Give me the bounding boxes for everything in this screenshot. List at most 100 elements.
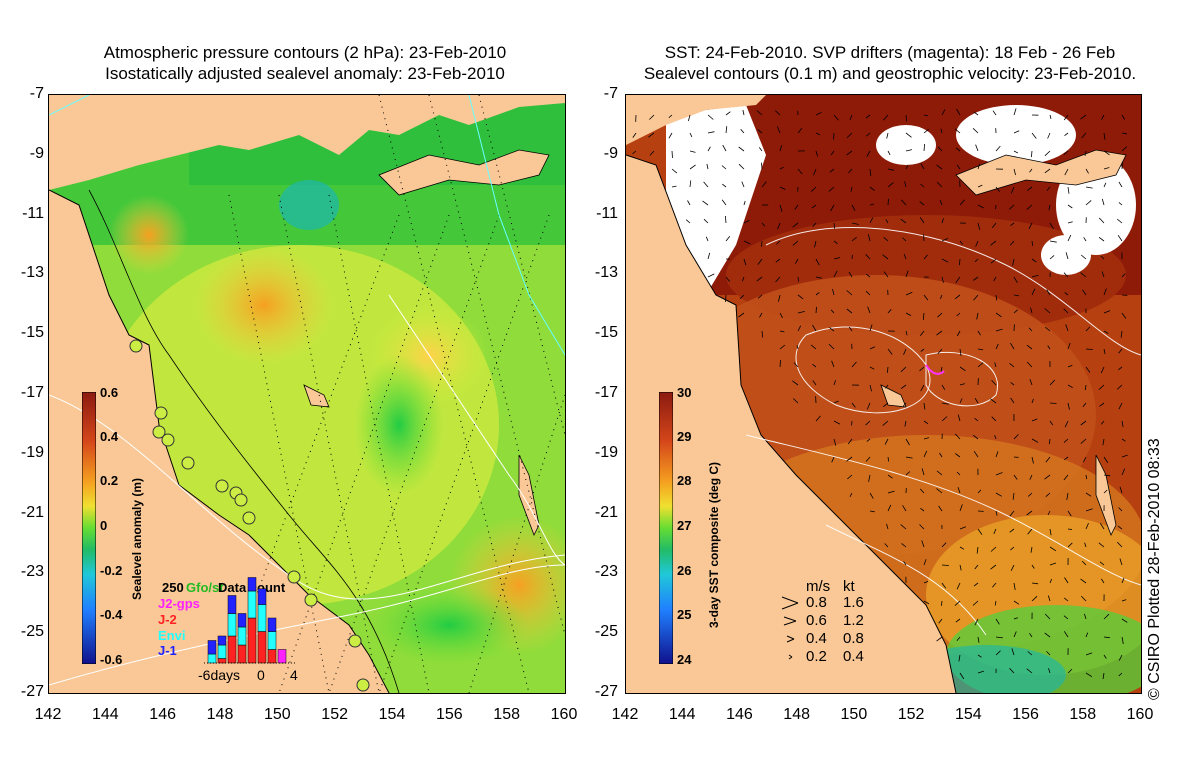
velocity-arrow <box>1083 237 1087 242</box>
velocity-arrow <box>1066 492 1069 500</box>
velocity-arrow <box>923 420 929 425</box>
vel-header-kt: kt <box>843 578 855 595</box>
velocity-arrow <box>883 236 889 242</box>
sst-map <box>625 94 1142 694</box>
velocity-arrow <box>1098 236 1105 242</box>
velocity-arrow <box>794 204 799 210</box>
velocity-arrow <box>815 132 821 136</box>
velocity-arrow <box>1009 510 1015 517</box>
velocity-arrow <box>955 147 961 152</box>
velocity-arrow <box>919 330 925 337</box>
velocity-arrow <box>1026 344 1033 350</box>
velocity-arrow <box>938 505 943 512</box>
velocity-arrow <box>900 384 907 390</box>
velocity-arrow <box>936 330 943 336</box>
velocity-arrow <box>1103 288 1107 296</box>
velocity-arrow <box>900 218 907 224</box>
velocity-arrow <box>757 258 763 265</box>
velocity-arrow <box>815 276 822 279</box>
velocity-arrow <box>955 433 961 440</box>
y-tick-label: -9 <box>29 144 44 162</box>
velocity-arrow <box>831 456 835 463</box>
velocity-arrow <box>977 204 984 209</box>
velocity-arrow <box>1013 474 1018 480</box>
velocity-arrow <box>994 434 997 440</box>
velocity-arrow <box>705 236 709 242</box>
velocity-arrow <box>905 456 913 459</box>
velocity-arrow <box>919 488 925 494</box>
velocity-arrow <box>955 276 961 283</box>
velocity-arrow <box>792 222 799 228</box>
velocity-arrow <box>923 402 926 410</box>
velocity-arrow <box>743 240 751 245</box>
velocity-arrow <box>941 416 948 422</box>
velocity-arrow <box>688 114 691 122</box>
velocity-arrow <box>994 362 997 368</box>
velocity-arrow <box>830 204 835 212</box>
velocity-arrow <box>923 600 930 605</box>
right-cbar-tick: 27 <box>677 518 692 533</box>
velocity-arrow <box>887 366 889 373</box>
histogram-bar <box>277 649 287 664</box>
velocity-arrow <box>1031 398 1034 404</box>
velocity-arrow <box>812 363 817 368</box>
velocity-arrow <box>977 163 981 170</box>
velocity-arrow <box>833 257 841 260</box>
velocity-arrow <box>848 326 853 332</box>
velocity-arrow <box>905 438 910 446</box>
velocity-arrow <box>833 240 838 245</box>
velocity-arrow <box>1067 364 1073 368</box>
velocity-arrow <box>976 312 979 320</box>
velocity-arrow <box>1009 528 1015 533</box>
left-cbar-tick: -0.2 <box>100 563 123 578</box>
velocity-arrow <box>975 144 979 152</box>
velocity-arrow <box>1031 288 1036 296</box>
histogram-bar <box>227 635 237 664</box>
velocity-arrow <box>829 327 835 332</box>
velocity-arrow <box>671 150 673 159</box>
velocity-arrow <box>995 312 1002 318</box>
velocity-arrow <box>865 254 871 260</box>
velocity-arrow <box>761 330 764 338</box>
vel-row-ms: 0.4 <box>806 630 827 647</box>
velocity-arrow <box>1063 597 1069 602</box>
velocity-arrow <box>941 600 943 606</box>
velocity-arrow <box>779 145 783 152</box>
histogram-bar <box>217 635 227 646</box>
velocity-arrow <box>1102 438 1105 446</box>
velocity-arrow <box>778 294 781 302</box>
y-tick-label: -15 <box>20 324 44 342</box>
velocity-arrow <box>977 184 983 188</box>
velocity-arrow <box>959 398 963 404</box>
velocity-arrow <box>792 380 799 386</box>
velocity-arrow <box>1103 474 1111 477</box>
velocity-arrow <box>887 490 895 494</box>
x-tick-label: 148 <box>206 706 234 723</box>
x-tick-label: 150 <box>840 706 868 723</box>
legend-source-j2gps: J2-gps <box>158 596 200 611</box>
velocity-arrow <box>1118 366 1123 371</box>
velocity-arrow <box>941 384 946 390</box>
left-cbar-title: Sealevel anomaly (m) <box>130 477 144 600</box>
velocity-arrow <box>1049 255 1055 260</box>
velocity-arrow <box>1103 182 1107 188</box>
velocity-arrow <box>725 294 727 303</box>
velocity-arrow <box>739 294 745 300</box>
velocity-arrow <box>1098 384 1105 390</box>
velocity-arrow <box>901 543 907 548</box>
velocity-arrow <box>1031 582 1039 585</box>
velocity-arrow <box>1031 564 1035 569</box>
velocity-arrow <box>959 258 961 266</box>
velocity-arrow <box>833 270 838 278</box>
velocity-arrow <box>956 636 961 641</box>
vel-row-ms: 0.8 <box>806 594 827 611</box>
histogram-bar <box>217 658 227 664</box>
velocity-arrow <box>1031 438 1039 443</box>
velocity-arrow <box>815 150 818 157</box>
velocity-arrow <box>831 360 835 368</box>
velocity-arrow <box>1064 456 1069 461</box>
velocity-arrow <box>920 384 925 392</box>
legend-source-gfo: Gfo/st <box>186 580 224 595</box>
velocity-arrow <box>941 238 949 242</box>
velocity-arrow <box>846 456 853 462</box>
